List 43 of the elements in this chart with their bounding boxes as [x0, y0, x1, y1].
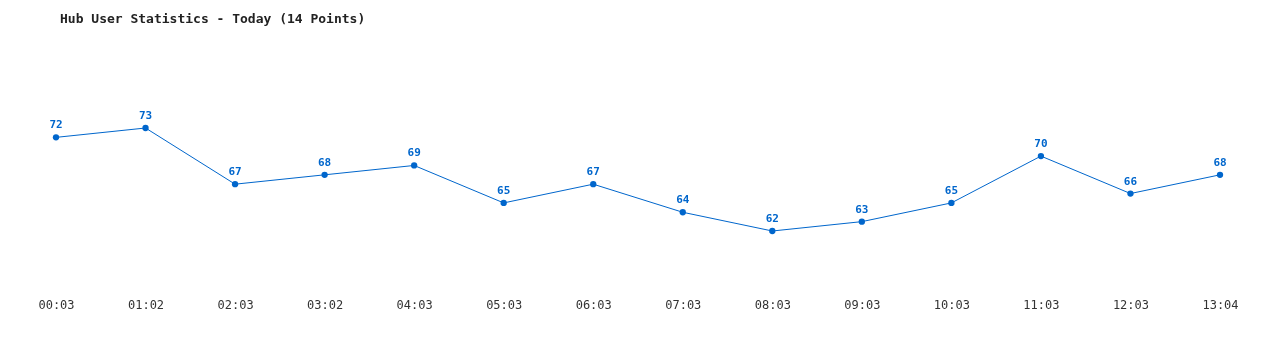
data-label: 62 [765, 212, 779, 225]
x-tick-label: 08:03 [754, 297, 791, 312]
x-tick-label: 02:03 [217, 297, 254, 312]
data-label: 73 [138, 109, 153, 122]
chart-title: Hub User Statistics - Today (14 Points) [60, 11, 366, 26]
point [1037, 152, 1045, 160]
data-label: 69 [407, 146, 421, 160]
x-tick-label: 11:03 [1023, 297, 1060, 312]
point [679, 209, 686, 216]
point [52, 134, 60, 141]
x-tick-label: 10:03 [933, 297, 970, 312]
point [410, 162, 418, 169]
data-label: 68 [1213, 155, 1227, 169]
data-label: 63 [855, 202, 869, 216]
x-tick-label: 05:03 [486, 297, 523, 312]
point [1127, 190, 1134, 197]
data-label: 67 [586, 165, 600, 179]
data-label: 66 [1123, 174, 1138, 188]
x-tick-label: 13:04 [1202, 297, 1239, 312]
x-tick-label: 07:03 [665, 297, 702, 312]
x-tick-label: 06:03 [575, 297, 612, 312]
point [948, 199, 955, 207]
x-tick-label: 12:03 [1112, 297, 1150, 312]
point [500, 199, 507, 207]
point [590, 181, 597, 188]
point [1216, 171, 1224, 178]
x-tick-label: 04:03 [396, 297, 433, 312]
point [321, 171, 328, 178]
x-tick-label: 09:03 [844, 297, 881, 312]
x-tick-label: 00:03 [38, 297, 75, 312]
point [858, 218, 866, 225]
data-label: 68 [317, 155, 332, 169]
data-label: 72 [49, 118, 63, 132]
data-label: 65 [497, 183, 511, 197]
point [769, 227, 776, 235]
point [231, 181, 239, 188]
point [142, 124, 149, 132]
data-label: 70 [1034, 137, 1048, 151]
data-label: 65 [944, 183, 959, 197]
x-tick-label: 03:02 [307, 297, 344, 312]
data-label: 64 [676, 193, 690, 207]
data-label: 67 [228, 165, 242, 179]
x-tick-label: 01:02 [127, 297, 165, 312]
